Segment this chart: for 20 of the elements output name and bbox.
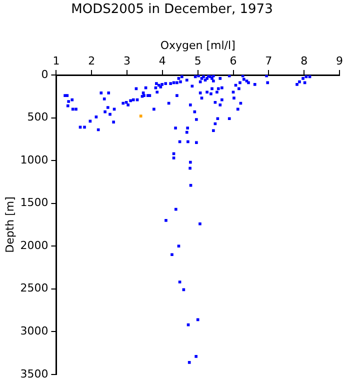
x-tick-label: 4 [158,54,166,68]
x-tick-label: 9 [336,54,343,68]
x-tick-label: 5 [194,54,202,68]
y-tick-label: 2000 [20,238,48,252]
y-tick-label: 1000 [20,153,48,166]
y-tick-label: 3000 [20,324,48,338]
x-tick-label: 2 [88,54,96,68]
y-tick-label: 0 [41,68,48,81]
y-tick-label: 3500 [20,367,48,380]
y-tick-label: 2500 [20,282,48,295]
x-tick-label: 6 [230,54,237,68]
x-tick-label: 1 [52,54,60,68]
y-tick-label: 500 [27,110,48,124]
y-tick-label: 1500 [20,196,48,210]
x-tick-label: 7 [265,54,272,68]
x-tick-label: 8 [300,54,308,68]
y-axis-title: Depth [m] [3,196,16,253]
x-axis-title: Oxygen [ml/l] [160,39,236,52]
chart-title: MODS2005 in December, 1973 [71,2,273,18]
x-tick-label: 3 [124,54,131,68]
